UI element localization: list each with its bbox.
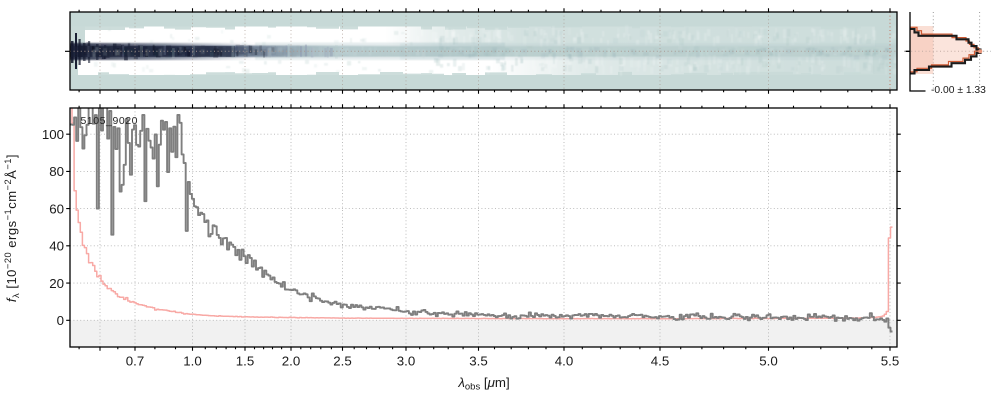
svg-text:4.5: 4.5 [651, 354, 670, 369]
svg-text:4.0: 4.0 [555, 354, 574, 369]
svg-text:2.0: 2.0 [282, 354, 301, 369]
svg-text:5.5: 5.5 [881, 354, 900, 369]
svg-text:5.0: 5.0 [759, 354, 778, 369]
svg-text:fλ [10−20 ergs−1cm−2Å−1]: fλ [10−20 ergs−1cm−2Å−1] [3, 154, 21, 302]
svg-text:λobs [μm]: λobs [μm] [457, 375, 509, 393]
svg-text:3.0: 3.0 [397, 354, 416, 369]
svg-text:0: 0 [57, 313, 64, 328]
svg-text:1.0: 1.0 [183, 354, 202, 369]
svg-text:-0.00 ± 1.33: -0.00 ± 1.33 [931, 85, 986, 96]
svg-text:5105_9020: 5105_9020 [81, 115, 139, 127]
svg-text:100: 100 [42, 127, 64, 142]
svg-text:0.7: 0.7 [126, 354, 145, 369]
svg-text:20: 20 [49, 276, 64, 291]
svg-text:1.5: 1.5 [236, 354, 255, 369]
svg-text:80: 80 [49, 164, 64, 179]
svg-text:60: 60 [49, 201, 64, 216]
svg-text:2.5: 2.5 [333, 354, 352, 369]
svg-text:3.5: 3.5 [469, 354, 488, 369]
svg-text:40: 40 [49, 239, 64, 254]
